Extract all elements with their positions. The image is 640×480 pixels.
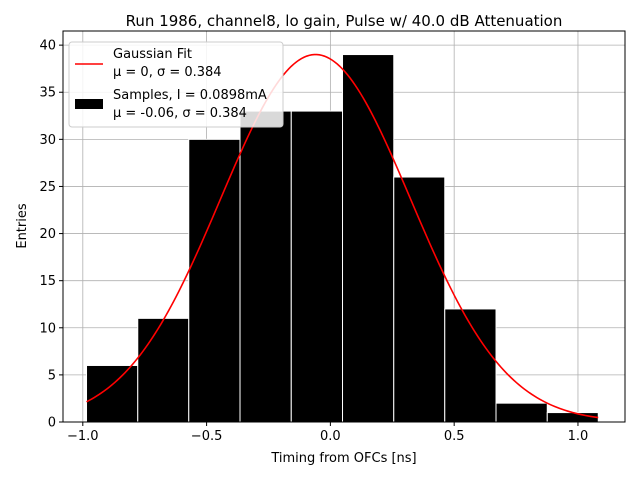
y-tick-label: 5 [48,368,56,383]
y-axis-label: Entries [15,203,30,249]
y-tick-label: 0 [48,416,56,431]
histogram-bar [290,110,344,423]
y-tick-label: 10 [39,321,56,336]
y-tick-label: 30 [39,133,56,148]
x-axis-ticks: −1.0 −0.5 0.0 0.5 1.0 [67,422,588,444]
y-tick-label: 40 [39,39,56,54]
legend-histogram-swatch [75,99,103,109]
x-tick-label: 0.0 [320,429,341,444]
legend-box [68,41,284,128]
legend-fit-label: Gaussian Fit [113,47,192,62]
histogram-bar [393,176,446,423]
histogram-bar [86,364,139,423]
y-tick-label: 15 [39,274,56,289]
plot-area-frame [62,30,626,423]
histogram-bar [342,54,395,423]
histogram-bar [188,138,241,423]
x-axis-label: Timing from OFCs [ns] [270,451,416,466]
y-tick-label: 25 [39,180,56,195]
x-tick-label: 1.0 [568,429,589,444]
histogram-bar [495,402,548,423]
x-tick-label: −0.5 [191,429,223,444]
histogram-bars [86,54,599,423]
gaussian-fit-curve [86,53,599,419]
y-axis-ticks: 0 5 10 15 20 25 30 35 40 [39,39,63,431]
histogram-bar [444,308,497,423]
legend-histogram-params: μ = -0.06, σ = 0.384 [113,106,247,121]
histogram-bar [239,110,292,423]
y-tick-label: 35 [39,86,56,101]
histogram-bar [546,412,599,423]
legend-fit-params: μ = 0, σ = 0.384 [113,65,222,80]
fit-curve-layer [86,53,599,419]
legend: Gaussian Fit μ = 0, σ = 0.384 Samples, I… [68,41,284,128]
histogram-bar [137,317,190,423]
x-tick-label: −1.0 [67,429,99,444]
y-tick-label: 20 [39,227,56,242]
chart-title: Run 1986, channel8, lo gain, Pulse w/ 40… [126,12,563,30]
x-tick-label: 0.5 [444,429,465,444]
legend-histogram-label: Samples, I = 0.0898mA [113,88,267,103]
